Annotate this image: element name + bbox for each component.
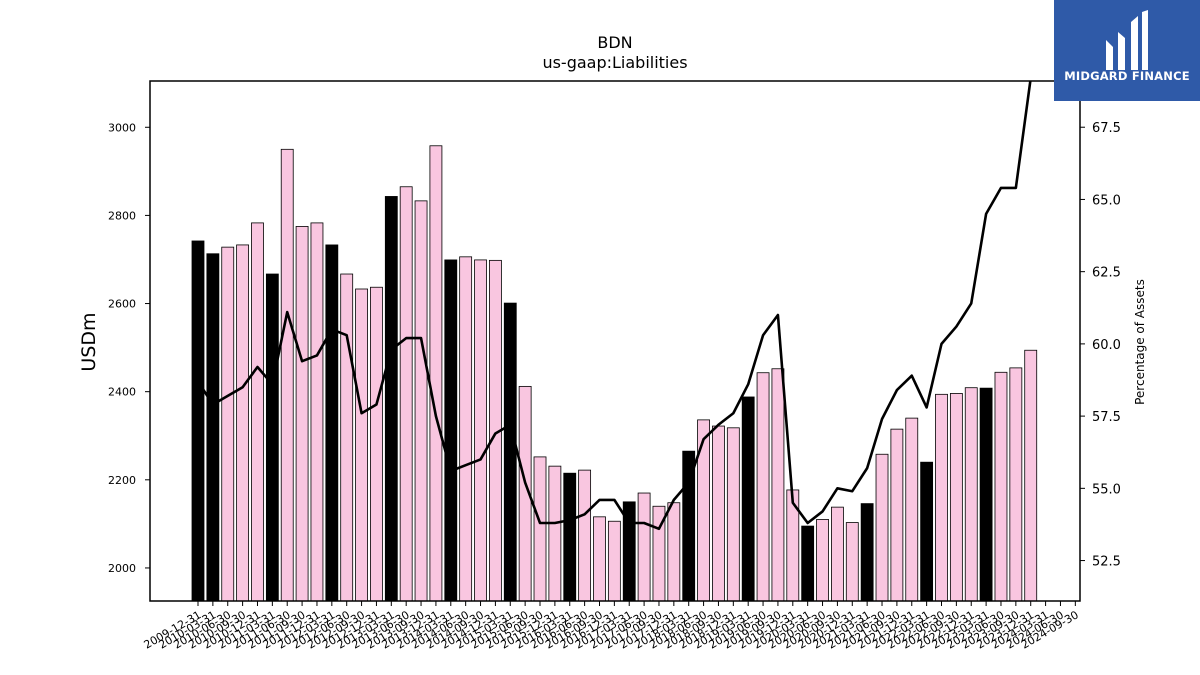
bar [265,273,279,602]
bar [370,286,383,602]
y2-tick-label: 57.5 [1092,410,1121,425]
bar [1009,367,1023,602]
bar [771,368,785,602]
bar [429,145,443,602]
bar [979,387,993,602]
bar [712,425,725,602]
bar [593,516,606,602]
logo-mark-icon [1106,10,1148,70]
bar [741,396,755,602]
bar [994,371,1008,602]
bar [414,200,428,602]
y-tick-label: 2400 [108,386,136,399]
percentage-line [196,81,1032,531]
bar [459,256,473,602]
y2-tick-label: 67.5 [1092,121,1121,136]
chart-title: BDN [597,33,632,52]
bar [726,427,740,602]
logo-text: MIDGARD FINANCE [1064,69,1190,83]
bar [905,417,919,602]
bar [548,465,562,602]
bar [206,253,220,602]
bar [191,240,205,602]
bar [236,244,250,602]
bar [578,469,592,602]
y-tick-label: 2200 [108,474,136,487]
chart-subtitle: us-gaap:Liabilities [542,53,687,72]
plot-frame [149,80,1081,602]
bar [949,393,963,602]
y2-axis-label: Percentage of Assets [1133,279,1147,405]
bar [845,522,859,602]
y-axis-label: USDm [78,312,100,371]
y2-tick-label: 60.0 [1092,338,1121,353]
bar [756,372,770,602]
bar [325,244,339,602]
bar [964,387,978,602]
bar [474,259,487,602]
midgard-finance-logo: MIDGARD FINANCE [1054,0,1200,101]
bar [816,519,829,602]
bar [310,222,324,602]
bar [444,259,458,602]
bar [607,520,621,602]
bar [533,456,547,602]
bar [563,472,577,602]
bar [860,503,874,602]
y2-tick-label: 55.0 [1092,482,1121,497]
bar [667,502,681,602]
bar [1024,349,1038,602]
axes-group: 2000 2200 2400 2600 2800 3000 52.5 55.0 57.5 60.0… [108,121,1121,651]
bar [503,302,517,602]
bar [280,148,294,602]
y-tick-label: 3000 [108,121,136,134]
bar [399,186,413,602]
bar [920,461,934,602]
bars-group [191,145,1038,602]
bar [637,492,651,602]
bar [340,273,354,602]
bar [697,419,710,602]
bar [875,453,889,602]
bar [221,246,235,602]
y2-tick-label: 52.5 [1092,555,1121,570]
bar [890,428,904,602]
y2-tick-label: 62.5 [1092,266,1121,281]
y-tick-label: 2600 [108,298,136,311]
bar [384,196,398,602]
bar [355,288,368,602]
line-group [196,81,1032,531]
y-tick-label: 2800 [108,209,136,222]
bar [935,393,948,602]
bar [295,226,309,602]
bar [801,525,815,602]
bar [831,506,844,602]
y2-tick-label: 65.0 [1092,193,1121,208]
bar [251,222,264,602]
y-tick-label: 2000 [108,562,136,575]
